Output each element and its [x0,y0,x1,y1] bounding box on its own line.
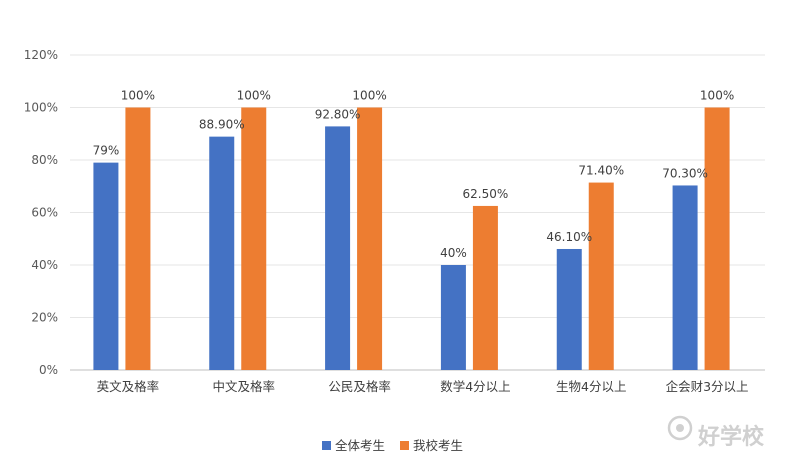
bar-our-school [241,107,267,370]
watermark-logo-icon [667,415,693,441]
legend-swatch [400,441,409,450]
gridlines [70,54,765,371]
legend: 全体考生 我校考生 [322,438,463,453]
data-label: 92.80% [315,107,361,121]
data-label: 88.90% [199,118,245,132]
bar-all-candidates [440,265,466,370]
y-tick-label: 80% [31,153,58,167]
data-label: 100% [237,89,271,103]
data-label: 40% [440,246,467,260]
data-label: 100% [121,89,155,103]
y-tick-label: 60% [31,206,58,220]
legend-label: 全体考生 [335,438,385,453]
x-category-label: 数学4分以上 [440,379,510,394]
x-category-label: 公民及格率 [328,379,391,394]
bar-all-candidates [672,185,698,370]
x-axis: 英文及格率 中文及格率 公民及格率 数学4分以上 生物4分以上 企会财3分以上 [97,379,749,394]
y-tick-label: 20% [31,311,58,325]
legend-swatch [322,441,331,450]
bar-all-candidates [325,126,351,371]
bar-our-school [472,205,498,370]
data-labels: 79% 100% 88.90% 100% 92.80% 100% 40% 62.50% 46.1… [93,89,735,261]
data-label: 100% [700,89,734,103]
bar-our-school [704,107,730,370]
x-category-label: 企会财3分以上 [666,379,749,394]
data-label: 79% [93,144,120,158]
watermark: 好学校 [667,415,765,450]
data-label: 71.40% [578,164,624,178]
bars [93,107,730,371]
data-label: 70.30% [662,166,708,180]
data-label: 62.50% [463,187,509,201]
y-tick-label: 100% [24,101,58,115]
legend-label: 我校考生 [413,438,463,453]
x-category-label: 英文及格率 [97,379,160,394]
x-category-label: 中文及格率 [212,379,275,394]
bar-our-school [588,182,614,370]
bar-all-candidates [93,162,119,370]
bar-all-candidates [556,248,582,370]
bar-our-school [125,107,151,370]
watermark-text: 好学校 [697,424,765,450]
y-axis: 0% 20% 40% 60% 80% 100% 120% [24,48,58,377]
bar-all-candidates [209,136,235,370]
y-tick-label: 0% [39,363,58,377]
data-label: 46.10% [546,230,592,244]
x-category-label: 生物4分以上 [556,379,626,394]
y-tick-label: 120% [24,48,58,62]
y-tick-label: 40% [31,258,58,272]
data-label: 100% [352,89,386,103]
bar-our-school [357,107,383,370]
